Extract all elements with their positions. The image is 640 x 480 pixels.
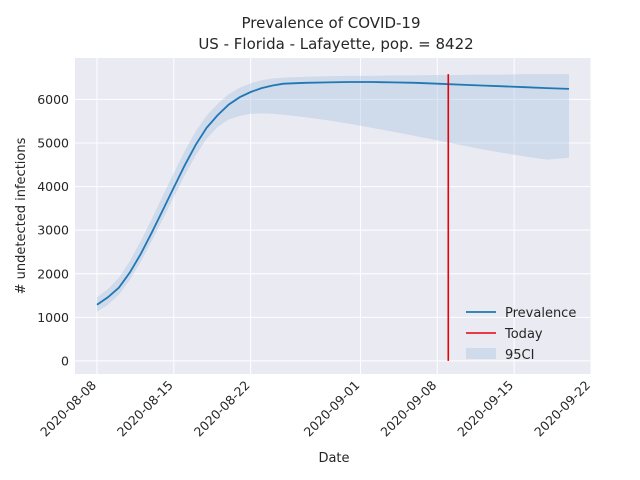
grid-lines [75, 58, 592, 374]
x-tick-label: 2020-09-01 [301, 378, 363, 440]
chart-title: Prevalence of COVID-19 [241, 14, 420, 32]
y-tick-label: 5000 [37, 135, 69, 150]
x-axis-label: Date [318, 451, 349, 466]
x-tick-label: 2020-08-08 [37, 377, 99, 439]
legend-ci-swatch [466, 348, 496, 359]
ci-band [97, 74, 569, 312]
y-tick-label: 6000 [37, 92, 69, 107]
y-tick-label: 3000 [37, 223, 69, 238]
chart-subtitle: US - Florida - Lafayette, pop. = 8422 [198, 35, 473, 53]
y-tick-label: 4000 [37, 179, 69, 194]
x-tick-label: 2020-09-22 [531, 378, 593, 440]
plot-area [75, 58, 591, 374]
x-tick-label: 2020-08-22 [191, 378, 253, 440]
x-tick-label: 2020-09-08 [377, 377, 439, 439]
legend-today-label: Today [504, 327, 543, 342]
y-tick-labels: 0 1000 2000 3000 4000 5000 6000 [37, 92, 69, 369]
prevalence-line [96, 81, 570, 306]
y-tick-label: 1000 [37, 310, 69, 325]
y-tick-label: 0 [61, 353, 69, 368]
legend: Prevalence Today 95CI [466, 306, 576, 363]
legend-prevalence-label: Prevalence [505, 306, 576, 321]
x-tick-labels: 2020-08-08 2020-08-15 2020-08-22 2020-09-01… [37, 377, 593, 439]
legend-ci-label: 95CI [505, 348, 534, 363]
y-tick-label: 2000 [37, 266, 69, 281]
x-tick-label: 2020-08-15 [114, 378, 176, 440]
y-axis-label: # undetected infections [14, 137, 29, 294]
x-tick-label: 2020-09-15 [454, 378, 516, 440]
